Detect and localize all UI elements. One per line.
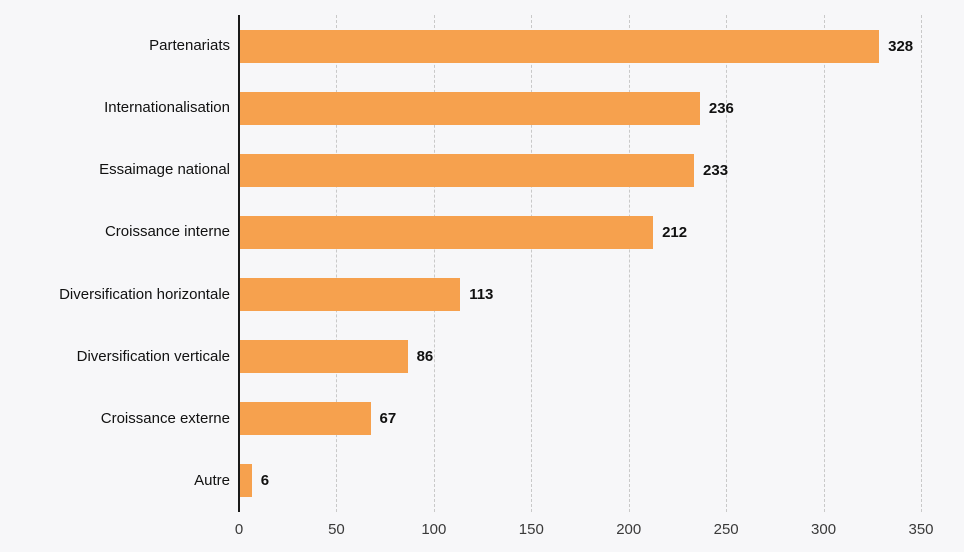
category-axis-labels: Partenariats Internationalisation Essaimag…	[0, 15, 230, 512]
x-tick-label: 350	[908, 521, 934, 538]
bar	[240, 29, 880, 63]
category-label: Croissance externe	[100, 409, 230, 427]
bar	[240, 215, 654, 249]
bar-value-label: 86	[416, 348, 434, 366]
bar	[240, 153, 695, 187]
bar-value-label: 67	[379, 410, 397, 428]
category-label: Partenariats	[149, 37, 230, 55]
category-label: Autre	[194, 471, 230, 489]
bar-value-label: 233	[703, 161, 729, 179]
category-label: Croissance interne	[104, 223, 230, 241]
bar	[240, 402, 371, 436]
bar	[240, 91, 700, 125]
x-tick-label: 100	[421, 521, 447, 538]
x-tick-label: 300	[811, 521, 837, 538]
gridline	[531, 15, 533, 512]
gridline	[823, 15, 825, 512]
x-tick-label: 250	[713, 521, 739, 538]
category-label: Internationalisation	[104, 99, 230, 117]
bar-value-label: 328	[888, 37, 914, 55]
x-tick-label: 50	[328, 521, 345, 538]
category-label: Essaimage national	[99, 161, 230, 179]
x-tick-label: 200	[616, 521, 642, 538]
bar-value-label: 212	[662, 223, 688, 241]
category-label: Diversification horizontale	[59, 285, 230, 303]
gridline	[433, 15, 435, 512]
gridline	[336, 15, 338, 512]
bar	[240, 340, 408, 374]
bar-value-label: 236	[708, 99, 734, 117]
bar-value-label: 6	[260, 472, 270, 490]
gridline	[628, 15, 630, 512]
x-axis-tick-labels: 0 50 100 150 200 250 300 350	[235, 521, 934, 545]
gridline	[726, 15, 728, 512]
y-axis-line	[238, 15, 240, 512]
x-tick-label: 150	[518, 521, 544, 538]
gridline	[921, 15, 922, 512]
x-tick-label: 0	[234, 521, 244, 538]
bar-value-label: 113	[469, 286, 494, 304]
bar	[240, 464, 252, 498]
plot-area: 328 236 233 212 113 86 67 6	[238, 15, 922, 512]
bar	[240, 278, 461, 312]
category-label: Diversification verticale	[76, 347, 230, 365]
